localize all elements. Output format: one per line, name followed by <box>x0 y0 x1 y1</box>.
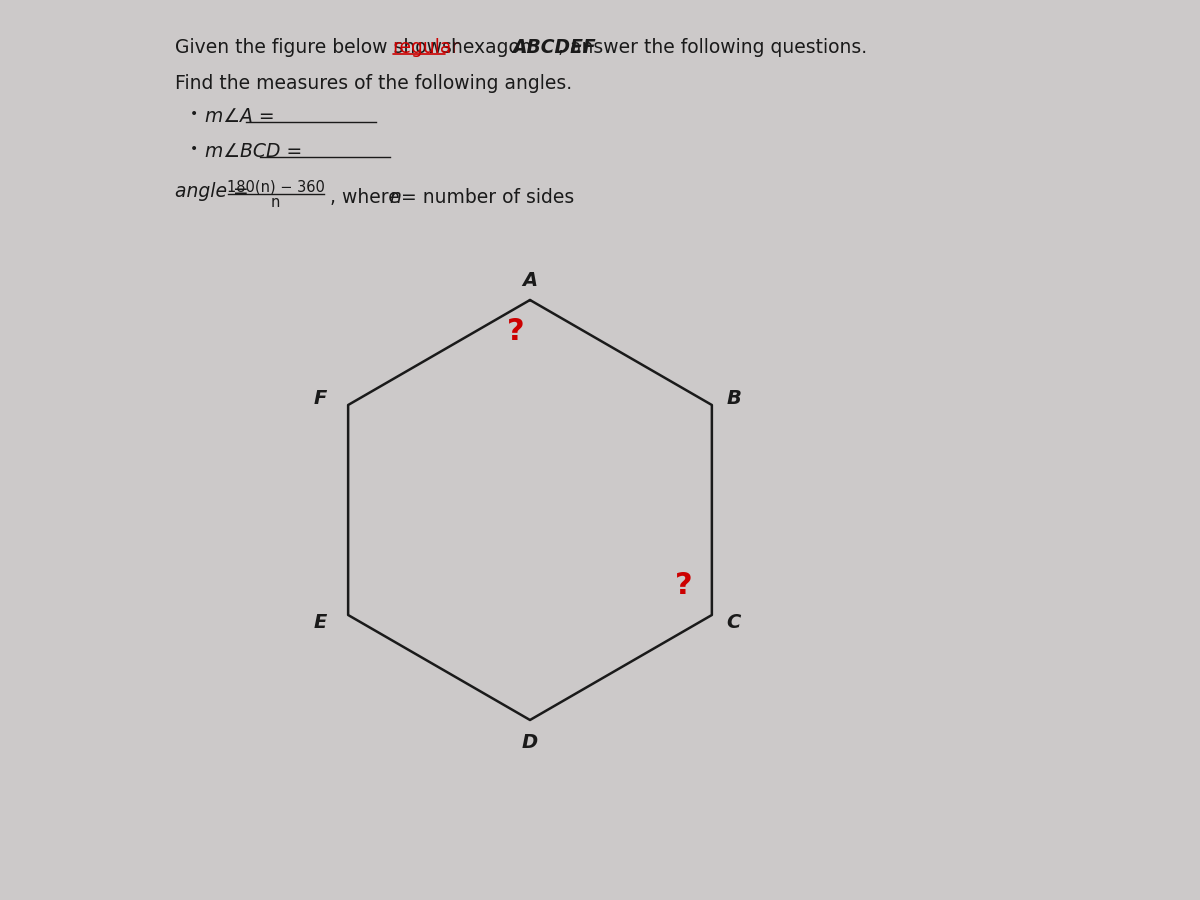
Text: 180(n) − 360: 180(n) − 360 <box>227 179 325 194</box>
Text: , answer the following questions.: , answer the following questions. <box>558 38 866 57</box>
Text: angle =: angle = <box>175 182 254 201</box>
Text: B: B <box>726 390 742 409</box>
Text: n: n <box>271 195 281 210</box>
Text: regular: regular <box>392 38 460 57</box>
Text: n: n <box>390 188 402 207</box>
Text: D: D <box>522 733 538 751</box>
Text: hexagon: hexagon <box>445 38 538 57</box>
Text: C: C <box>727 614 740 633</box>
Text: E: E <box>313 614 326 633</box>
Text: , where: , where <box>330 188 406 207</box>
Text: A: A <box>522 271 538 290</box>
Text: ?: ? <box>508 318 524 346</box>
Text: F: F <box>313 390 326 409</box>
Text: •: • <box>190 107 198 121</box>
Text: m∠A =: m∠A = <box>205 107 281 126</box>
Text: = number of sides: = number of sides <box>396 188 575 207</box>
Text: ABCDEF: ABCDEF <box>512 38 596 57</box>
Text: •: • <box>190 142 198 156</box>
Text: m∠BCD =: m∠BCD = <box>205 142 308 161</box>
Text: ?: ? <box>676 571 692 599</box>
Text: Given the figure below shows: Given the figure below shows <box>175 38 458 57</box>
Text: Find the measures of the following angles.: Find the measures of the following angle… <box>175 74 572 93</box>
